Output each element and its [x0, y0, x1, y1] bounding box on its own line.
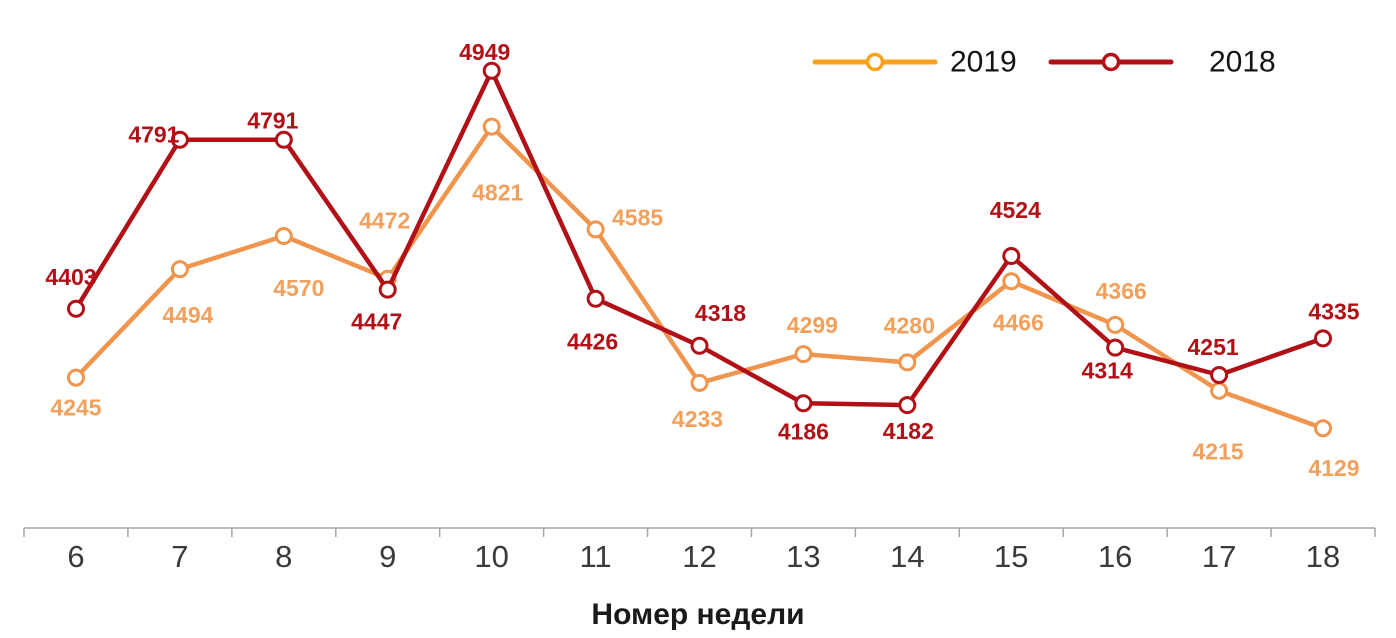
x-category-label-8: 8 [275, 539, 292, 574]
series-2019-value-label-week-17: 4215 [1193, 439, 1244, 465]
series-2018-value-label-week-16: 4314 [1082, 358, 1133, 384]
series-2018-value-label-week-8: 4791 [247, 108, 298, 134]
series-2018-marker-week-18 [1314, 329, 1332, 348]
x-category-label-15: 15 [994, 539, 1028, 574]
series-2019-value-label-week-11: 4585 [612, 204, 663, 230]
series-2018-marker-week-15 [1002, 247, 1021, 265]
x-category-label-17: 17 [1202, 539, 1236, 574]
x-category-label-9: 9 [379, 539, 396, 574]
series-2018-value-label-week-13: 4186 [778, 418, 829, 444]
series-2019-value-label-week-7: 4494 [162, 302, 213, 328]
series-2019-marker-week-12 [690, 373, 709, 392]
series-2019-marker-week-18 [1314, 419, 1332, 438]
series-2018-marker-week-9 [378, 280, 397, 299]
series-2018-marker-week-16 [1106, 338, 1125, 357]
series-2018-marker-week-12 [690, 336, 709, 355]
x-category-label-7: 7 [171, 539, 188, 574]
series-2019-marker-week-14 [898, 353, 917, 372]
series-2018-marker-week-13 [794, 394, 813, 413]
series-2018-value-label-week-15: 4524 [990, 197, 1041, 223]
series-2019-marker-week-13 [794, 345, 813, 364]
series-2019-marker-week-16 [1106, 315, 1125, 334]
series-2018-marker-week-7 [170, 130, 189, 149]
x-category-label-13: 13 [786, 539, 820, 574]
legend-marker-2018 [1101, 52, 1121, 72]
series-2019-value-label-week-8: 4570 [273, 275, 324, 301]
x-category-label-6: 6 [67, 539, 84, 574]
series-2019-value-label-week-18: 4129 [1308, 455, 1359, 481]
x-axis-title: Номер недели [591, 598, 805, 631]
x-category-label-12: 12 [682, 539, 716, 574]
series-2019-value-label-week-9: 4472 [359, 208, 410, 234]
x-category-label-18: 18 [1306, 539, 1340, 574]
series-2019-marker-week-15 [1002, 272, 1021, 291]
series-2019-value-label-week-14: 4280 [884, 312, 935, 338]
legend-label-2018: 2018 [1209, 46, 1276, 79]
legend-marker-2019 [865, 52, 885, 72]
x-category-label-11: 11 [579, 539, 611, 574]
series-2019-value-label-week-10: 4821 [472, 180, 523, 206]
series-2018-value-label-week-17: 4251 [1188, 334, 1239, 360]
x-category-label-16: 16 [1098, 539, 1132, 574]
series-2019-value-label-week-16: 4366 [1096, 278, 1147, 304]
series-2019-marker-week-17 [1210, 381, 1229, 400]
series-2018-value-label-week-18: 4335 [1308, 298, 1359, 324]
series-2019-value-label-week-6: 4245 [50, 395, 101, 421]
series-2018-marker-week-6 [67, 299, 85, 318]
series-2019-marker-week-10 [482, 117, 501, 136]
series-2018-value-label-week-9: 4447 [351, 309, 402, 335]
series-2018-value-label-week-12: 4318 [695, 300, 746, 326]
series-2018-marker-week-8 [274, 130, 293, 149]
series-2019-marker-week-7 [170, 260, 189, 279]
series-2019-value-label-week-15: 4466 [993, 309, 1044, 335]
series-2018-marker-week-11 [586, 289, 605, 308]
series-2018-value-label-week-14: 4182 [883, 418, 934, 444]
series-2019-marker-week-11 [586, 220, 605, 239]
legend-label-2019: 2019 [950, 46, 1017, 79]
series-2018-marker-week-10 [482, 61, 501, 80]
series-2018-marker-week-17 [1210, 366, 1229, 384]
series-2019-marker-week-6 [67, 368, 85, 387]
series-2019-marker-week-8 [274, 227, 293, 245]
series-2018-value-label-week-7: 4791 [128, 122, 179, 148]
series-2018-value-label-week-10: 4949 [459, 39, 510, 65]
series-2018-value-label-week-6: 4403 [45, 264, 96, 290]
series-2019-value-label-week-12: 4233 [672, 406, 723, 432]
x-category-label-10: 10 [474, 539, 508, 574]
series-2018-value-label-week-11: 4426 [567, 329, 618, 355]
x-category-label-14: 14 [890, 539, 924, 574]
series-2019-value-label-week-13: 4299 [787, 312, 838, 338]
series-2018-marker-week-14 [898, 396, 917, 415]
